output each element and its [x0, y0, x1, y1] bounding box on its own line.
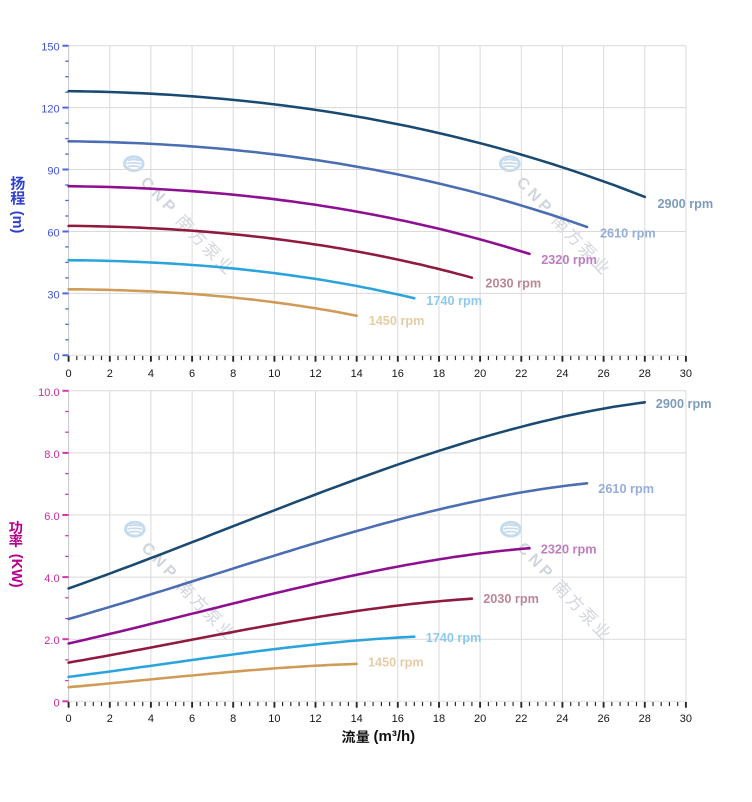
svg-text:6.0: 6.0: [44, 511, 59, 523]
svg-text:150: 150: [41, 42, 59, 54]
svg-text:2: 2: [107, 368, 113, 380]
svg-text:2320 rpm: 2320 rpm: [541, 253, 597, 267]
svg-text:10: 10: [268, 368, 280, 380]
svg-text:1740 rpm: 1740 rpm: [426, 631, 482, 645]
svg-text:1450 rpm: 1450 rpm: [369, 314, 425, 328]
svg-text:10.0: 10.0: [38, 387, 59, 399]
svg-text:2: 2: [107, 713, 113, 725]
svg-text:90: 90: [47, 166, 59, 178]
svg-text:4: 4: [148, 368, 154, 380]
svg-text:2610 rpm: 2610 rpm: [598, 482, 654, 496]
svg-text:0: 0: [66, 713, 72, 725]
svg-text:2610 rpm: 2610 rpm: [600, 226, 656, 240]
svg-text:0: 0: [53, 351, 59, 363]
svg-text:1450 rpm: 1450 rpm: [368, 656, 424, 670]
svg-text:(m): (m): [9, 211, 25, 234]
svg-text:30: 30: [680, 368, 692, 380]
svg-text:18: 18: [433, 713, 445, 725]
svg-text:2030 rpm: 2030 rpm: [485, 277, 541, 291]
svg-text:8: 8: [230, 713, 236, 725]
svg-text:22: 22: [515, 713, 527, 725]
svg-text:(m³/h): (m³/h): [374, 728, 416, 745]
svg-text:120: 120: [41, 104, 59, 116]
svg-text:4.0: 4.0: [44, 573, 59, 585]
svg-text:28: 28: [639, 368, 651, 380]
svg-text:2.0: 2.0: [44, 635, 59, 647]
svg-text:6: 6: [189, 713, 195, 725]
svg-text:8: 8: [230, 368, 236, 380]
svg-text:16: 16: [392, 368, 404, 380]
svg-text:2320 rpm: 2320 rpm: [541, 542, 597, 556]
svg-text:14: 14: [351, 713, 363, 725]
svg-text:1740 rpm: 1740 rpm: [426, 294, 482, 308]
svg-text:24: 24: [556, 368, 568, 380]
svg-text:12: 12: [309, 713, 321, 725]
svg-text:0: 0: [53, 697, 59, 709]
svg-text:2900 rpm: 2900 rpm: [658, 197, 714, 211]
svg-text:18: 18: [433, 368, 445, 380]
svg-text:2030 rpm: 2030 rpm: [483, 592, 539, 606]
svg-text:30: 30: [680, 713, 692, 725]
svg-text:30: 30: [47, 289, 59, 301]
svg-text:16: 16: [392, 713, 404, 725]
svg-text:6: 6: [189, 368, 195, 380]
svg-text:22: 22: [515, 368, 527, 380]
svg-text:26: 26: [597, 713, 609, 725]
svg-text:0: 0: [66, 368, 72, 380]
svg-text:12: 12: [309, 368, 321, 380]
svg-text:20: 20: [474, 713, 486, 725]
svg-text:14: 14: [351, 368, 363, 380]
svg-text:26: 26: [597, 368, 609, 380]
svg-text:(KW): (KW): [8, 554, 24, 588]
svg-text:24: 24: [556, 713, 568, 725]
svg-text:20: 20: [474, 368, 486, 380]
svg-text:60: 60: [47, 228, 59, 240]
svg-text:8.0: 8.0: [44, 449, 59, 461]
svg-text:28: 28: [639, 713, 651, 725]
svg-text:4: 4: [148, 713, 154, 725]
svg-text:2900 rpm: 2900 rpm: [656, 397, 712, 411]
svg-text:10: 10: [268, 713, 280, 725]
